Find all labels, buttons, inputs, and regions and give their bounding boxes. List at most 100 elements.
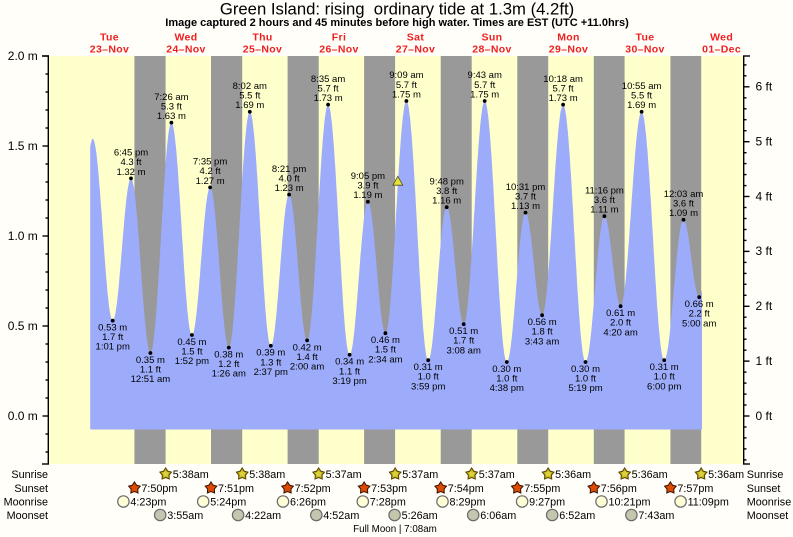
svg-text:1.5 ft: 1.5 ft bbox=[375, 345, 396, 356]
svg-text:9:05 pm: 9:05 pm bbox=[351, 171, 385, 182]
svg-text:3:59 pm: 3:59 pm bbox=[411, 381, 445, 392]
svg-text:7:56pm: 7:56pm bbox=[601, 483, 637, 495]
svg-text:11:16 pm: 11:16 pm bbox=[585, 185, 624, 196]
svg-text:01–Dec: 01–Dec bbox=[702, 43, 741, 55]
svg-text:28–Nov: 28–Nov bbox=[472, 43, 511, 55]
svg-text:Moonset: Moonset bbox=[747, 510, 788, 522]
svg-text:1:01 pm: 1:01 pm bbox=[96, 342, 130, 353]
svg-text:1.69 m: 1.69 m bbox=[627, 100, 656, 111]
svg-text:0.45 m: 0.45 m bbox=[177, 337, 206, 348]
svg-text:Moonrise: Moonrise bbox=[4, 496, 48, 508]
svg-text:Fri: Fri bbox=[332, 31, 346, 43]
svg-text:3:43 am: 3:43 am bbox=[525, 336, 559, 347]
svg-text:7:54pm: 7:54pm bbox=[448, 483, 484, 495]
svg-text:7:28pm: 7:28pm bbox=[370, 496, 406, 508]
svg-text:0.31 m: 0.31 m bbox=[650, 362, 679, 373]
svg-text:Sunrise: Sunrise bbox=[11, 469, 48, 481]
svg-text:5.7 ft: 5.7 ft bbox=[553, 83, 574, 94]
svg-text:3.7 ft: 3.7 ft bbox=[515, 191, 536, 202]
svg-text:1.69 m: 1.69 m bbox=[235, 100, 264, 111]
svg-text:1.09 m: 1.09 m bbox=[669, 208, 698, 219]
svg-text:12:03 am: 12:03 am bbox=[664, 189, 704, 200]
svg-text:1.23 m: 1.23 m bbox=[275, 183, 304, 194]
svg-text:1.73 m: 1.73 m bbox=[549, 93, 578, 104]
svg-text:1.32 m: 1.32 m bbox=[116, 167, 145, 178]
svg-text:10:31 pm: 10:31 pm bbox=[506, 182, 546, 193]
svg-text:0.30 m: 0.30 m bbox=[571, 364, 600, 375]
svg-text:Tue: Tue bbox=[100, 31, 119, 43]
svg-text:5:38am: 5:38am bbox=[173, 469, 209, 481]
svg-text:5.3 ft: 5.3 ft bbox=[161, 101, 182, 112]
svg-text:2.0 m: 2.0 m bbox=[8, 49, 38, 63]
svg-text:0.38 m: 0.38 m bbox=[214, 350, 243, 361]
svg-text:8:21 pm: 8:21 pm bbox=[272, 164, 306, 175]
svg-text:0.53 m: 0.53 m bbox=[98, 323, 127, 334]
svg-text:6:52am: 6:52am bbox=[559, 510, 595, 522]
svg-text:1.7 ft: 1.7 ft bbox=[102, 332, 123, 343]
svg-text:Sat: Sat bbox=[407, 31, 425, 43]
svg-text:1.3 ft: 1.3 ft bbox=[260, 357, 281, 368]
svg-text:7:43am: 7:43am bbox=[638, 510, 674, 522]
svg-text:Sunrise: Sunrise bbox=[747, 469, 784, 481]
svg-text:1.0 ft: 1.0 ft bbox=[654, 372, 675, 383]
svg-text:0 ft: 0 ft bbox=[756, 409, 773, 423]
svg-text:1.2 ft: 1.2 ft bbox=[218, 359, 239, 370]
svg-text:5.7 ft: 5.7 ft bbox=[396, 80, 417, 91]
svg-text:3:55am: 3:55am bbox=[167, 510, 203, 522]
svg-text:Green Island: rising ordinary: Green Island: rising ordinary tide at 1.… bbox=[220, 0, 574, 19]
svg-text:5.5 ft: 5.5 ft bbox=[631, 91, 652, 102]
svg-text:1.13 m: 1.13 m bbox=[511, 201, 540, 212]
svg-text:5:37am: 5:37am bbox=[326, 469, 362, 481]
svg-text:5:19 pm: 5:19 pm bbox=[568, 383, 602, 394]
svg-text:1.1 ft: 1.1 ft bbox=[140, 365, 161, 376]
svg-text:3.8 ft: 3.8 ft bbox=[436, 186, 457, 197]
svg-text:9:43 am: 9:43 am bbox=[468, 70, 502, 81]
svg-text:1.0 m: 1.0 m bbox=[8, 229, 38, 243]
svg-text:10:21pm: 10:21pm bbox=[609, 496, 651, 508]
svg-text:1.75 m: 1.75 m bbox=[470, 89, 499, 100]
svg-text:10:55 am: 10:55 am bbox=[622, 81, 662, 92]
svg-text:1:26 am: 1:26 am bbox=[212, 369, 246, 380]
svg-text:7:50pm: 7:50pm bbox=[141, 483, 177, 495]
svg-text:1.11 m: 1.11 m bbox=[590, 205, 618, 216]
svg-text:0.61 m: 0.61 m bbox=[606, 308, 635, 319]
svg-text:1.0 ft: 1.0 ft bbox=[575, 374, 596, 385]
svg-text:4:22am: 4:22am bbox=[245, 510, 281, 522]
svg-text:5:37am: 5:37am bbox=[479, 469, 515, 481]
svg-text:Image captured 2 hours and 45: Image captured 2 hours and 45 minutes be… bbox=[165, 17, 629, 29]
svg-text:1.0 ft: 1.0 ft bbox=[496, 374, 517, 385]
svg-text:0.51 m: 0.51 m bbox=[449, 326, 478, 337]
svg-text:4.3 ft: 4.3 ft bbox=[120, 157, 141, 168]
svg-text:5:36am: 5:36am bbox=[555, 469, 591, 481]
svg-text:1.1 ft: 1.1 ft bbox=[339, 366, 360, 377]
svg-text:4.0 ft: 4.0 ft bbox=[279, 173, 300, 184]
svg-text:6 ft: 6 ft bbox=[756, 80, 773, 94]
svg-text:1.7 ft: 1.7 ft bbox=[453, 336, 474, 347]
svg-text:0.34 m: 0.34 m bbox=[335, 357, 364, 368]
svg-text:6:26pm: 6:26pm bbox=[290, 496, 326, 508]
svg-text:Sunset: Sunset bbox=[747, 483, 781, 495]
svg-text:3:19 pm: 3:19 pm bbox=[332, 376, 366, 387]
svg-text:Full Moon | 7:08am: Full Moon | 7:08am bbox=[353, 524, 437, 535]
svg-text:7:51pm: 7:51pm bbox=[218, 483, 254, 495]
svg-text:2 ft: 2 ft bbox=[756, 299, 773, 313]
svg-text:25–Nov: 25–Nov bbox=[243, 43, 282, 55]
svg-text:5 ft: 5 ft bbox=[756, 135, 773, 149]
svg-text:1 ft: 1 ft bbox=[756, 354, 773, 368]
svg-text:9:48 pm: 9:48 pm bbox=[430, 176, 464, 187]
svg-text:1.73 m: 1.73 m bbox=[314, 93, 343, 104]
svg-text:5:26am: 5:26am bbox=[402, 510, 438, 522]
svg-text:29–Nov: 29–Nov bbox=[549, 43, 588, 55]
svg-text:1.4 ft: 1.4 ft bbox=[297, 352, 318, 363]
svg-text:2:37 pm: 2:37 pm bbox=[254, 367, 288, 378]
svg-text:4.2 ft: 4.2 ft bbox=[200, 166, 221, 177]
svg-text:3 ft: 3 ft bbox=[756, 244, 773, 258]
svg-text:26–Nov: 26–Nov bbox=[319, 43, 358, 55]
svg-text:5.7 ft: 5.7 ft bbox=[474, 80, 495, 91]
svg-text:5:37am: 5:37am bbox=[402, 469, 438, 481]
svg-text:3:08 am: 3:08 am bbox=[447, 345, 481, 356]
svg-text:1.63 m: 1.63 m bbox=[157, 111, 186, 122]
svg-text:Thu: Thu bbox=[252, 31, 272, 43]
svg-text:Moonrise: Moonrise bbox=[747, 496, 791, 508]
svg-text:10:18 am: 10:18 am bbox=[543, 74, 583, 85]
